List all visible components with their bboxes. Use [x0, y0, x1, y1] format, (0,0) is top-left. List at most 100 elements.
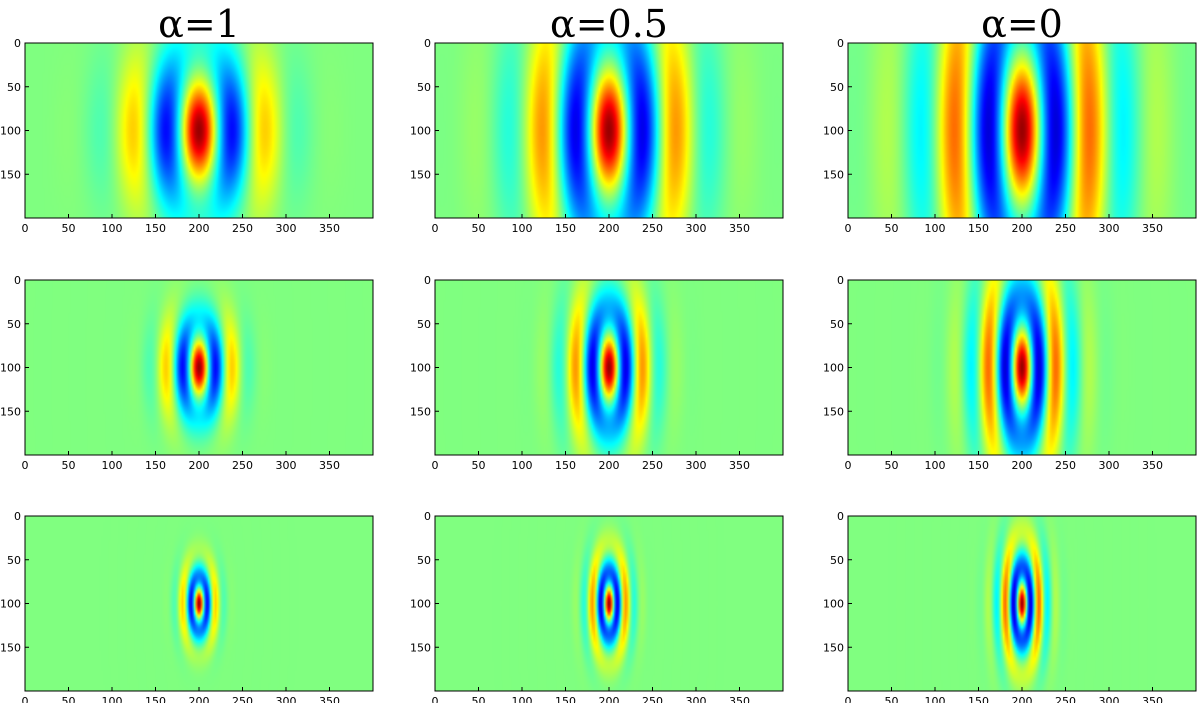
x-tick-label: 200: [1012, 695, 1033, 703]
x-tick-label: 350: [1142, 459, 1163, 472]
x-tick-label: 200: [1012, 222, 1033, 235]
x-tick-label: 200: [599, 459, 620, 472]
y-tick-label: 50: [7, 318, 21, 331]
x-tick-label: 0: [845, 459, 852, 472]
x-tick-label: 50: [885, 695, 899, 703]
y-tick-label: 100: [0, 125, 21, 138]
x-tick-label: 150: [555, 459, 576, 472]
heatmap-panel-r1-c2: 0 50 100 150 200 250 300 350 0 50 100 150: [410, 37, 784, 235]
x-tick-label: 0: [845, 695, 852, 703]
heatmap-image: [848, 280, 1196, 455]
x-tick-label: 350: [729, 222, 750, 235]
x-tick-label: 200: [599, 695, 620, 703]
y-tick-label: 150: [823, 641, 844, 654]
x-tick-label: 0: [22, 695, 29, 703]
x-tick-label: 200: [599, 222, 620, 235]
heatmap-panel-r2-c1: 0 50 100 150 200 250 300 350 0 50 100 150: [0, 274, 374, 472]
heatmap-image: [25, 43, 373, 218]
x-tick-label: 350: [319, 695, 340, 703]
x-tick-label: 250: [1055, 459, 1076, 472]
y-tick-label: 50: [830, 81, 844, 94]
y-tick-label: 150: [0, 405, 21, 418]
y-tick-label: 50: [417, 81, 431, 94]
x-tick-label: 150: [555, 222, 576, 235]
x-tick-label: 50: [62, 695, 76, 703]
y-tick-label: 0: [14, 510, 21, 523]
x-tick-label: 50: [472, 222, 486, 235]
x-tick-label: 50: [472, 459, 486, 472]
x-tick-label: 350: [319, 222, 340, 235]
column-title-alpha-0: α=0: [981, 2, 1063, 46]
y-tick-label: 100: [410, 125, 431, 138]
x-tick-label: 50: [62, 459, 76, 472]
x-tick-label: 150: [968, 459, 989, 472]
x-tick-label: 200: [189, 459, 210, 472]
x-tick-label: 300: [1099, 695, 1120, 703]
y-tick-label: 100: [0, 598, 21, 611]
y-tick-label: 50: [830, 554, 844, 567]
heatmap-panel-r3-c1: 0 50 100 150 200 250 300 350 0 50 100 150: [0, 510, 374, 703]
x-tick-label: 300: [276, 695, 297, 703]
x-tick-label: 100: [512, 222, 533, 235]
y-tick-label: 50: [417, 554, 431, 567]
y-tick-label: 150: [823, 168, 844, 181]
y-tick-label: 0: [837, 510, 844, 523]
y-tick-label: 0: [837, 37, 844, 50]
y-tick-label: 0: [14, 37, 21, 50]
y-tick-label: 100: [823, 125, 844, 138]
x-tick-label: 100: [512, 459, 533, 472]
x-tick-label: 50: [472, 695, 486, 703]
x-tick-label: 50: [885, 459, 899, 472]
heatmap-image: [25, 516, 373, 691]
x-tick-label: 0: [432, 222, 439, 235]
x-tick-label: 250: [1055, 695, 1076, 703]
y-tick-label: 150: [410, 168, 431, 181]
column-title-alpha-0-5: α=0.5: [550, 2, 668, 46]
column-title-alpha-1: α=1: [158, 2, 240, 46]
x-tick-label: 200: [189, 695, 210, 703]
x-tick-label: 300: [686, 222, 707, 235]
y-tick-label: 0: [14, 274, 21, 287]
x-tick-label: 350: [1142, 695, 1163, 703]
x-tick-label: 250: [232, 695, 253, 703]
x-tick-label: 100: [925, 459, 946, 472]
heatmap-image: [848, 43, 1196, 218]
y-tick-label: 100: [0, 362, 21, 375]
y-tick-label: 50: [7, 554, 21, 567]
y-tick-label: 0: [424, 510, 431, 523]
y-tick-label: 50: [830, 318, 844, 331]
x-tick-label: 300: [686, 459, 707, 472]
x-tick-label: 300: [276, 459, 297, 472]
y-tick-label: 50: [7, 81, 21, 94]
heatmap-panel-r3-c3: 0 50 100 150 200 250 300 350 0 50 100 150: [823, 510, 1197, 703]
x-tick-label: 50: [885, 222, 899, 235]
y-tick-label: 150: [823, 405, 844, 418]
x-tick-label: 100: [925, 695, 946, 703]
x-tick-label: 100: [925, 222, 946, 235]
heatmap-panel-r2-c3: 0 50 100 150 200 250 300 350 0 50 100 150: [823, 274, 1197, 472]
y-tick-label: 150: [0, 641, 21, 654]
x-tick-label: 0: [22, 222, 29, 235]
x-tick-label: 150: [968, 695, 989, 703]
y-tick-label: 100: [410, 362, 431, 375]
x-tick-label: 100: [512, 695, 533, 703]
x-tick-label: 150: [968, 222, 989, 235]
x-tick-label: 200: [1012, 459, 1033, 472]
x-tick-label: 350: [1142, 222, 1163, 235]
heatmap-image: [435, 280, 783, 455]
x-tick-label: 250: [642, 695, 663, 703]
y-tick-label: 100: [410, 598, 431, 611]
heatmap-image: [435, 516, 783, 691]
x-tick-label: 300: [276, 222, 297, 235]
x-tick-label: 250: [232, 222, 253, 235]
y-tick-label: 50: [417, 318, 431, 331]
y-tick-label: 0: [837, 274, 844, 287]
x-tick-label: 100: [102, 222, 123, 235]
heatmap-image: [25, 280, 373, 455]
y-tick-label: 150: [0, 168, 21, 181]
x-tick-label: 0: [845, 222, 852, 235]
x-tick-label: 300: [1099, 222, 1120, 235]
heatmap-panel-r3-c2: 0 50 100 150 200 250 300 350 0 50 100 150: [410, 510, 784, 703]
